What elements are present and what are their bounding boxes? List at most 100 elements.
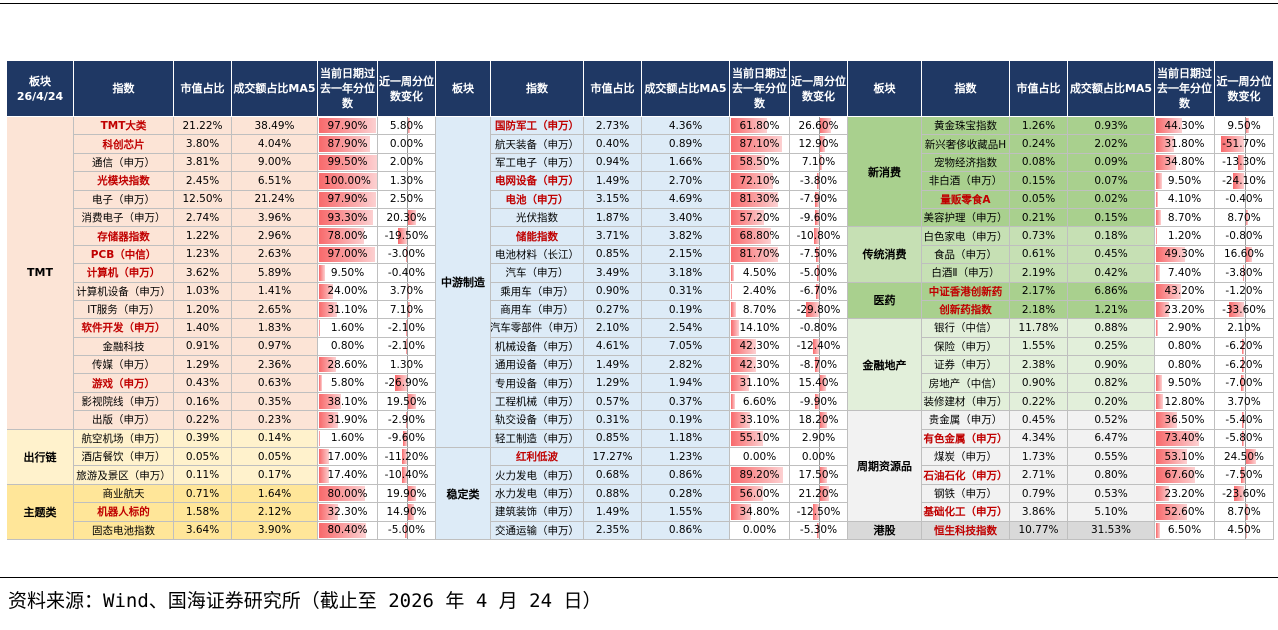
cell-text: 0.39% <box>185 432 220 445</box>
change-axis <box>1244 411 1246 429</box>
cell-text: 5.80% <box>330 377 365 390</box>
cell-text: 2.54% <box>668 321 703 334</box>
turnover-share: 0.14% <box>232 429 318 449</box>
change-axis <box>1244 245 1246 264</box>
change-axis <box>819 448 820 466</box>
change-bar <box>815 191 819 207</box>
cell-text: 31.53% <box>1090 524 1132 537</box>
cell-text: -0.40% <box>387 266 426 279</box>
cell-text: 8.70% <box>1227 505 1261 518</box>
turnover-share: 31.53% <box>1068 521 1155 540</box>
percentile-cell: 1.20% <box>1155 227 1215 246</box>
percentile-bar <box>319 393 342 410</box>
cell-text: 7.10% <box>389 303 424 316</box>
index-name: 轨交设备（申万） <box>491 411 584 430</box>
change-bar <box>819 154 823 171</box>
change-cell: 8.70% <box>1215 208 1274 228</box>
change-axis <box>819 466 820 484</box>
index-name: 国防军工（申万） <box>491 117 584 136</box>
market-share: 3.62% <box>174 264 232 283</box>
percentile-cell: 17.40% <box>318 466 378 485</box>
percentile-cell: 78.00% <box>318 227 378 246</box>
percentile-bar <box>1156 283 1182 299</box>
cell-text: 0.63% <box>257 377 292 390</box>
cell-text: 稳定类 <box>446 487 480 501</box>
turnover-share: 0.97% <box>232 337 318 357</box>
cell-text: 6.47% <box>1094 432 1128 445</box>
change-cell: -5.30% <box>790 521 848 540</box>
percentile-bar <box>319 154 377 171</box>
change-axis <box>1244 356 1246 374</box>
cell-text: -33.60% <box>1222 303 1266 316</box>
market-share: 1.29% <box>174 356 232 375</box>
index-name: 量贩零食A <box>922 190 1010 209</box>
change-cell: 2.10% <box>1215 319 1274 338</box>
cell-text: 银行（中信） <box>934 322 997 335</box>
cell-text: 建筑装饰（申万） <box>495 506 579 519</box>
percentile-cell: 32.30% <box>318 503 378 522</box>
change-axis <box>1244 337 1246 356</box>
percentile-bar <box>319 209 374 226</box>
cell-text: 2.35% <box>595 524 630 537</box>
change-cell: -26.90% <box>378 374 436 393</box>
change-axis <box>1244 135 1246 153</box>
index-name: 储能指数 <box>491 227 584 246</box>
index-name: 金融科技 <box>74 337 174 357</box>
change-cell: -0.40% <box>1215 190 1274 209</box>
cell-text: 42.30% <box>739 358 780 371</box>
cell-text: -7.50% <box>1225 469 1263 482</box>
percentile-cell: 55.10% <box>730 429 790 449</box>
cell-text: 中游制造 <box>441 276 485 290</box>
index-name: 房地产（中信） <box>922 374 1010 393</box>
cell-text: 87.90% <box>327 138 368 151</box>
cell-text: -12.40% <box>796 340 841 353</box>
cell-text: 19.50% <box>386 395 427 408</box>
change-axis <box>819 503 820 521</box>
change-axis <box>819 264 820 282</box>
market-share: 0.71% <box>174 484 232 504</box>
cell-text: 97.90% <box>327 119 368 132</box>
cell-text: 4.34% <box>1021 432 1056 445</box>
cell-text: 0.00% <box>389 138 424 151</box>
cell-text: -1.20% <box>1225 285 1263 298</box>
cell-text: 白酒Ⅱ（申万） <box>931 267 1000 280</box>
cell-text: 计算机设备（申万） <box>76 285 171 298</box>
cell-text: 0.93% <box>1094 119 1128 132</box>
change-axis <box>1244 264 1246 282</box>
market-share: 0.39% <box>174 429 232 449</box>
percentile-cell: 81.30% <box>730 190 790 209</box>
cell-text: 3.90% <box>257 524 292 537</box>
cell-text: 3.82% <box>668 230 703 243</box>
cell-text: 2.17% <box>1021 285 1056 298</box>
cell-text: 0.00% <box>742 450 777 463</box>
cell-text: 2.12% <box>257 505 292 518</box>
market-share: 0.43% <box>174 374 232 393</box>
cell-text: 软件开发（申万） <box>81 322 166 335</box>
cell-text: 0.80% <box>1167 340 1202 353</box>
cell-text: 周期资源品 <box>857 459 912 473</box>
cell-text: 3.15% <box>595 193 630 206</box>
change-axis <box>407 319 408 337</box>
change-cell: -51.70% <box>1215 135 1274 154</box>
change-axis <box>407 117 408 135</box>
cell-text: 89.20% <box>739 469 780 482</box>
cell-text: 97.90% <box>327 193 368 206</box>
cell-text: -6.20% <box>1225 358 1263 371</box>
cell-text: 食品（申万） <box>934 248 997 261</box>
cell-text: 8.70% <box>1227 211 1261 224</box>
percentile-bar <box>1156 412 1178 428</box>
cell-text: 保险（申万） <box>934 340 997 353</box>
change-axis <box>1244 208 1246 227</box>
percentile-bar <box>1156 485 1170 502</box>
cell-text: 2.63% <box>257 248 292 261</box>
cell-text: -5.40% <box>1225 413 1263 426</box>
cell-text: 传媒（申万） <box>92 359 155 372</box>
cell-text: 2.10% <box>1227 321 1261 334</box>
change-axis <box>1244 392 1246 411</box>
change-bar <box>819 118 831 134</box>
cell-text: 科创芯片 <box>102 138 145 151</box>
change-cell: -11.20% <box>378 448 436 467</box>
cell-text: 17.00% <box>327 450 368 463</box>
cell-text: 49.30% <box>1164 248 1205 261</box>
turnover-share: 0.45% <box>1068 245 1155 265</box>
